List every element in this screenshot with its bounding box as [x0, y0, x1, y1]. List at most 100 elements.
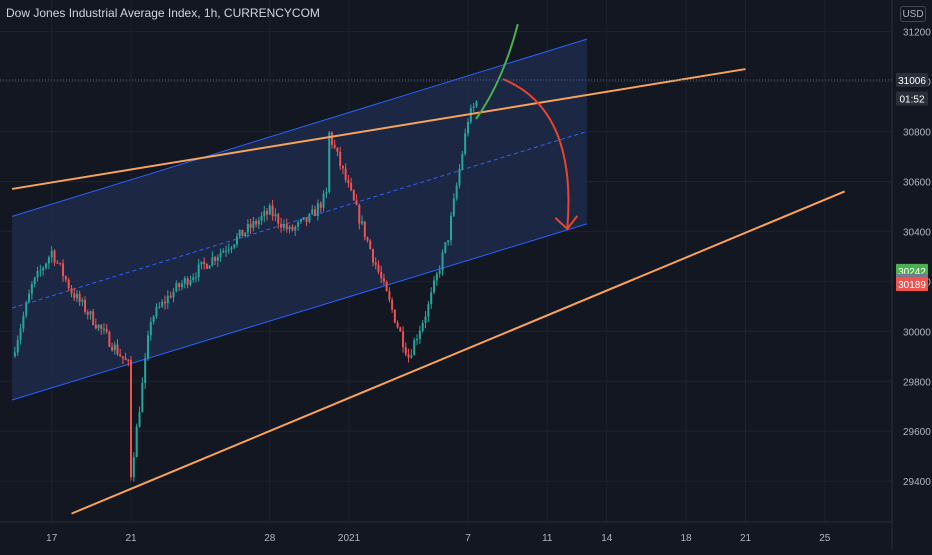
price-tick-label: 30000	[903, 327, 931, 338]
candle-body	[121, 356, 124, 359]
candle-body	[421, 322, 424, 331]
candle-body	[45, 263, 48, 268]
last-price-badge-label: 31006	[898, 76, 926, 87]
forecast-up-arrow[interactable]	[475, 23, 519, 120]
candle-body	[138, 412, 141, 427]
candle-body	[130, 367, 132, 478]
channel-upper-line[interactable]	[11, 38, 588, 217]
candle-body	[205, 263, 208, 269]
candle-body	[311, 209, 314, 214]
candle-body	[361, 221, 364, 224]
currency-button[interactable]: USD	[900, 6, 926, 22]
candle-body	[225, 250, 228, 252]
candle-body	[235, 236, 238, 245]
candle-body	[113, 344, 116, 351]
channel-mid-line[interactable]	[11, 131, 588, 309]
candle-body	[166, 295, 169, 304]
candle-body	[458, 168, 461, 186]
candle-body	[347, 179, 350, 184]
candle-body	[288, 226, 291, 230]
candle-body	[22, 315, 25, 329]
candle-body	[374, 262, 377, 265]
price-tick-label: 30600	[903, 177, 931, 188]
candle-body	[371, 249, 374, 263]
candle-body	[450, 215, 453, 241]
candle-body	[216, 257, 219, 261]
candle-body	[444, 242, 447, 253]
candle-body	[396, 322, 399, 328]
candle-body	[62, 263, 65, 277]
candle-body	[316, 203, 319, 216]
candle-body	[467, 122, 469, 134]
candle-body	[67, 279, 70, 289]
candle-body	[339, 151, 342, 166]
candle-body	[89, 311, 92, 315]
candle-body	[230, 247, 233, 250]
bar-countdown-badge-label: 01:52	[899, 95, 924, 106]
candle-body	[183, 278, 186, 284]
candle-body	[260, 216, 263, 221]
candle-body	[249, 224, 252, 228]
candle-body	[391, 299, 394, 310]
candle-body	[64, 276, 67, 280]
candle-body	[263, 211, 266, 217]
candle-body	[399, 327, 402, 332]
candle-body	[214, 257, 217, 261]
last-price-badge-bg	[896, 73, 928, 88]
candle-body	[144, 358, 147, 383]
forecast-down-arrow[interactable]	[502, 78, 570, 229]
candle-body	[47, 257, 50, 264]
candle-body	[227, 249, 230, 251]
candle-body	[424, 316, 427, 323]
candle-body	[369, 240, 372, 250]
candle-body	[441, 252, 444, 271]
candle-body	[189, 280, 192, 285]
bar-countdown-badge-bg	[896, 91, 928, 106]
candle-body	[344, 168, 347, 180]
candle-body	[70, 288, 73, 294]
candle-body	[377, 264, 380, 272]
candle-body	[305, 217, 308, 222]
candle-body	[352, 190, 355, 201]
candle-body	[152, 316, 155, 322]
candle-body	[380, 271, 383, 279]
candle-body	[393, 309, 396, 323]
candle-body	[59, 262, 62, 264]
candle-body	[427, 304, 430, 317]
time-axis[interactable]: 17 21 28 2021 7 11 14 18 21 25	[0, 79, 892, 544]
candle-body	[108, 331, 111, 347]
lower-trendline[interactable]	[71, 190, 846, 515]
price-tick-label: 30400	[903, 227, 931, 238]
candle-body	[328, 132, 331, 191]
candle-body	[407, 354, 410, 358]
candle-body	[472, 106, 475, 108]
candle-body	[135, 426, 138, 458]
candle-body	[75, 293, 78, 299]
candle-body	[86, 312, 89, 315]
channel-lower-line[interactable]	[11, 223, 588, 401]
candle-body	[413, 340, 416, 356]
candle-body	[341, 165, 344, 169]
candle-body	[464, 133, 467, 155]
candle-body	[203, 261, 206, 264]
candle-body	[271, 205, 274, 217]
price-tick-label: 30800	[903, 128, 931, 139]
candle-body	[132, 457, 135, 478]
candle-body	[169, 295, 172, 298]
candle-body	[255, 221, 258, 225]
upper-trendline[interactable]	[11, 68, 746, 190]
candle-body	[452, 198, 455, 216]
trendlines[interactable]	[11, 68, 846, 515]
candle-body	[469, 107, 472, 123]
candle-body	[350, 183, 353, 191]
time-tick-label: 11	[542, 533, 553, 544]
time-tick-label: 21	[740, 533, 752, 544]
candle-body	[233, 244, 236, 248]
candlestick-series	[13, 100, 478, 482]
time-tick-label: 25	[819, 533, 831, 544]
price-tick-label: 29600	[903, 427, 931, 438]
annotation-arrows[interactable]	[475, 23, 579, 231]
candle-body	[402, 331, 405, 348]
